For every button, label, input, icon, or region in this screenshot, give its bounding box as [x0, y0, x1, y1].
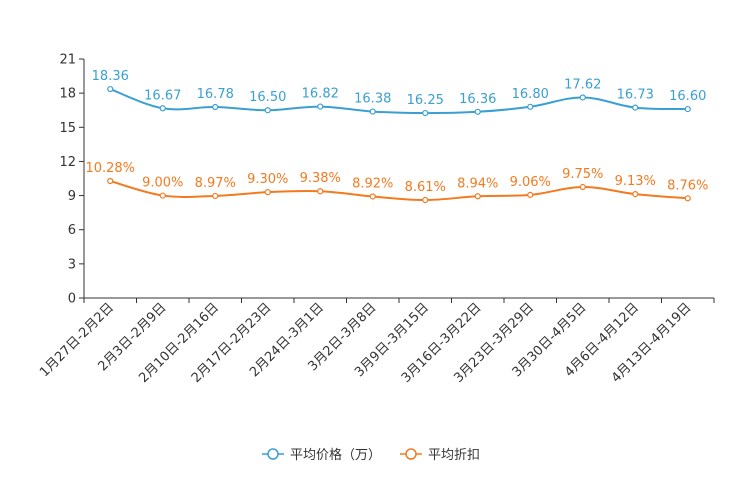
y-tick-label: 12: [59, 155, 76, 170]
series-2: 10.28% 9.00% 8.97% 9.30% 9.38% 8.92% 8.61% 8.94…: [85, 161, 708, 204]
data-point[interactable]: [369, 193, 376, 200]
legend-label: 平均价格（万）: [290, 447, 381, 463]
y-tick-label: 0: [68, 292, 76, 307]
y-tick-label: 21: [59, 53, 76, 68]
data-point[interactable]: [527, 103, 534, 110]
data-label: 9.75%: [562, 167, 603, 182]
data-label: 9.30%: [247, 172, 288, 187]
data-point[interactable]: [317, 103, 324, 110]
y-tick-label: 15: [59, 121, 76, 136]
y-tick-label: 3: [68, 257, 76, 272]
data-point[interactable]: [422, 109, 429, 117]
y-tick-label: 6: [68, 223, 76, 238]
data-label: 16.82: [302, 87, 339, 102]
legend-marker: [267, 448, 279, 460]
data-point[interactable]: [107, 177, 114, 185]
data-point[interactable]: [579, 94, 586, 101]
data-point[interactable]: [684, 105, 691, 113]
data-point[interactable]: [212, 103, 219, 111]
data-point[interactable]: [159, 192, 166, 199]
legend-label: 平均折扣: [428, 448, 480, 463]
series-line: [109, 88, 688, 115]
data-point[interactable]: [159, 105, 166, 112]
data-point[interactable]: [317, 188, 324, 195]
data-point[interactable]: [632, 190, 639, 198]
data-label: 9.00%: [142, 176, 183, 191]
data-label: 8.76%: [667, 178, 708, 193]
data-label: 9.38%: [300, 171, 341, 186]
data-label: 16.67: [144, 88, 181, 103]
data-label: 16.38: [354, 92, 391, 107]
data-label: 16.80: [512, 87, 549, 102]
data-point[interactable]: [527, 191, 534, 198]
data-label: 16.73: [617, 88, 654, 103]
data-point[interactable]: [107, 85, 114, 93]
data-label: 16.25: [407, 93, 444, 108]
data-point[interactable]: [474, 193, 481, 200]
legend-item-2[interactable]: 平均折扣: [400, 448, 480, 463]
data-label: 16.36: [459, 92, 496, 107]
data-label: 16.78: [197, 87, 234, 102]
data-point[interactable]: [264, 107, 271, 114]
data-point[interactable]: [474, 108, 481, 115]
data-label: 9.13%: [615, 174, 656, 189]
data-label: 18.36: [92, 69, 129, 84]
data-point[interactable]: [264, 189, 271, 196]
y-axis: 0 3 6 9 12 15 18 21: [59, 53, 85, 307]
y-tick-label: 9: [68, 189, 76, 204]
data-label: 8.97%: [195, 176, 236, 191]
legend-marker: [405, 448, 417, 460]
data-point[interactable]: [579, 183, 586, 191]
data-label: 10.28%: [85, 161, 135, 176]
data-label: 8.94%: [457, 176, 498, 191]
data-point[interactable]: [632, 104, 639, 111]
legend-item-1[interactable]: 平均价格（万）: [262, 447, 381, 463]
series-1: 18.36 16.67 16.78 16.50 16.82 16.38 16.25 16.36…: [92, 69, 706, 117]
data-label: 8.92%: [352, 176, 393, 191]
data-label: 8.61%: [405, 180, 446, 195]
data-label: 16.50: [249, 90, 286, 105]
data-point[interactable]: [684, 195, 691, 202]
data-label: 9.06%: [510, 175, 551, 190]
data-point[interactable]: [369, 108, 376, 115]
legend: 平均价格（万） 平均折扣: [262, 447, 480, 463]
x-axis: 1月27日-2月2日2月3日-2月9日2月10日-2月16日2月17日-2月23…: [37, 297, 715, 386]
data-label: 17.62: [564, 77, 601, 92]
data-point[interactable]: [422, 196, 429, 204]
y-tick-label: 18: [59, 87, 76, 102]
series-line: [109, 180, 688, 202]
data-label: 16.60: [669, 89, 706, 104]
series-layer: 18.36 16.67 16.78 16.50 16.82 16.38 16.25 16.36…: [85, 69, 708, 204]
data-point[interactable]: [212, 192, 219, 200]
